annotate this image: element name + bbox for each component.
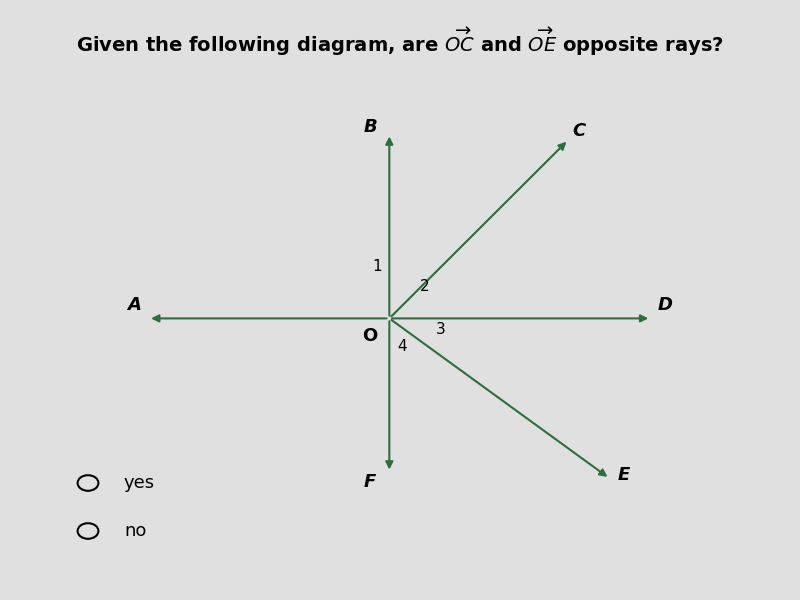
Text: no: no [124, 522, 146, 540]
Text: 4: 4 [397, 338, 406, 353]
Text: F: F [364, 473, 376, 491]
Text: A: A [127, 296, 142, 314]
Text: D: D [658, 296, 672, 314]
Text: E: E [618, 466, 630, 484]
Text: 2: 2 [420, 279, 430, 294]
Text: O: O [362, 326, 378, 344]
Text: 3: 3 [436, 322, 446, 337]
Text: yes: yes [124, 474, 155, 492]
Text: Given the following diagram, are $\overrightarrow{OC}$ and $\overrightarrow{OE}$: Given the following diagram, are $\overr… [76, 26, 724, 58]
Text: 1: 1 [372, 259, 382, 274]
Text: B: B [363, 118, 377, 136]
Text: C: C [572, 122, 586, 140]
